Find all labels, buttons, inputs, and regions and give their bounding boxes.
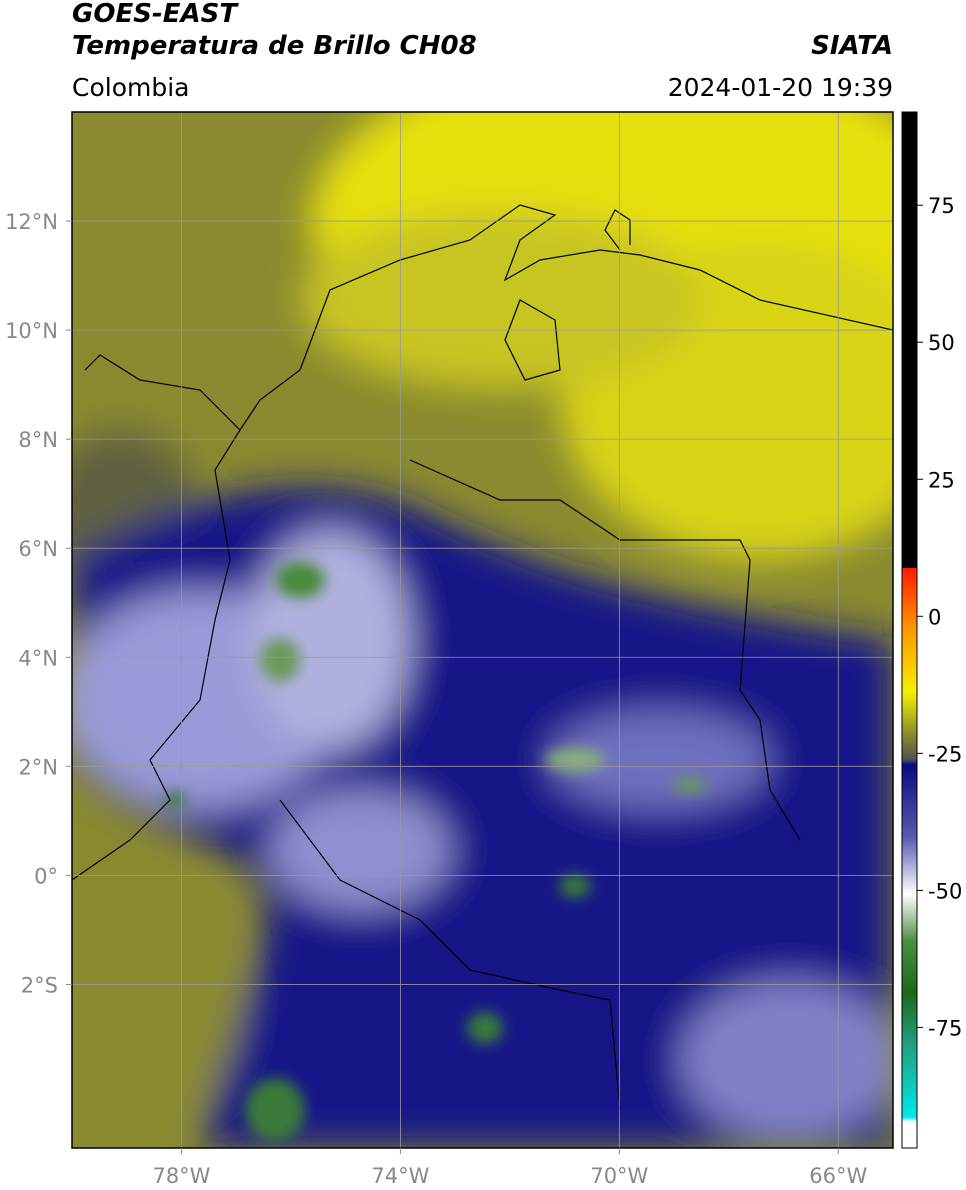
colorbar-label: -75 xyxy=(928,1016,962,1040)
title: GOES-EAST xyxy=(72,0,239,29)
colorbar-label: 75 xyxy=(928,194,955,218)
y-tick-label: 8°N xyxy=(18,428,58,452)
datetime: 2024-01-20 19:39 xyxy=(668,73,893,102)
y-tick-label: 0° xyxy=(34,864,58,888)
x-tick-label: 78°W xyxy=(152,1164,210,1188)
x-tick-label: 66°W xyxy=(809,1164,867,1188)
grid xyxy=(72,112,893,1148)
y-tick-label: 2°N xyxy=(18,755,58,779)
y-tick-label: 10°N xyxy=(5,319,58,343)
y-tick-label: 4°N xyxy=(18,646,58,670)
colorbar-label: 25 xyxy=(928,468,955,492)
source: SIATA xyxy=(811,31,893,61)
subtitle: Temperatura de Brillo CH08 xyxy=(72,31,477,61)
colorbar-label: 0 xyxy=(928,605,941,629)
satellite-image xyxy=(72,112,893,1148)
y-tick-label: 2°S xyxy=(21,973,58,997)
colorbar-label: 50 xyxy=(928,331,955,355)
x-tick-label: 74°W xyxy=(371,1164,429,1188)
map-frame xyxy=(71,111,894,1149)
colorbar-label: -50 xyxy=(928,879,962,903)
y-tick-label: 6°N xyxy=(18,537,58,561)
colorbar-label: -25 xyxy=(928,742,962,766)
x-tick-label: 70°W xyxy=(590,1164,648,1188)
region: Colombia xyxy=(72,73,189,102)
coastline xyxy=(72,204,893,1111)
y-tick-label: 12°N xyxy=(5,210,58,234)
colorbar xyxy=(901,111,918,1149)
